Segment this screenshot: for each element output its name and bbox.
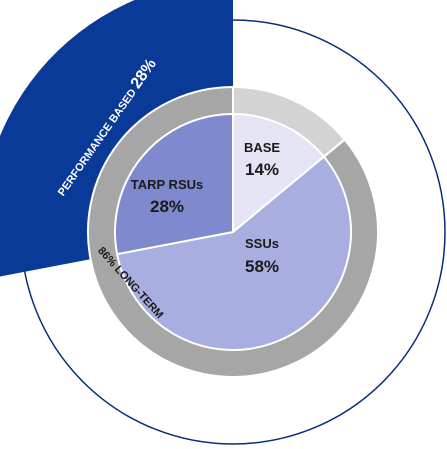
pie-slice-ssus <box>115 155 352 351</box>
slice-label-tarp-rsus: TARP RSUs <box>131 177 203 192</box>
slice-label-base: BASE <box>244 140 280 155</box>
slice-pct-tarp-rsus: 28% <box>150 197 184 216</box>
pie-slice-tarp-rsus <box>114 112 234 256</box>
slice-pct-ssus: 58% <box>245 257 279 276</box>
slice-pct-base: 14% <box>245 160 279 179</box>
slice-label-ssus: SSUs <box>245 236 279 251</box>
pie-slice-base <box>232 112 326 235</box>
